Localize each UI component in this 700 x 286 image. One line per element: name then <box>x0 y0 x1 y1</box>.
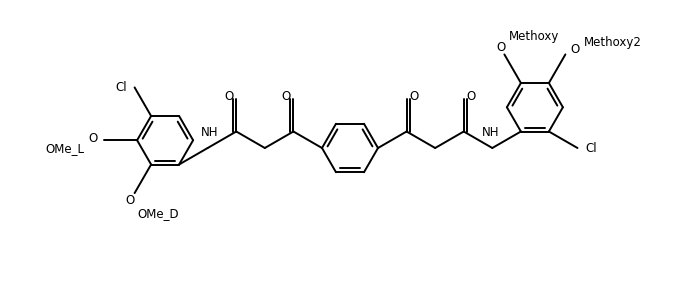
Text: Methoxy2: Methoxy2 <box>583 36 641 49</box>
Text: O: O <box>409 90 418 103</box>
Text: O: O <box>225 90 234 103</box>
Text: O: O <box>497 41 506 54</box>
Text: OMe_D: OMe_D <box>138 206 179 220</box>
Text: NH: NH <box>201 126 218 139</box>
Text: O: O <box>125 194 134 206</box>
Text: O: O <box>466 90 475 103</box>
Text: Cl: Cl <box>115 81 127 94</box>
Text: O: O <box>282 90 291 103</box>
Text: O: O <box>89 132 98 145</box>
Text: Cl: Cl <box>585 142 597 154</box>
Text: Methoxy: Methoxy <box>508 30 559 43</box>
Text: NH: NH <box>482 126 499 139</box>
Text: OMe_L: OMe_L <box>45 142 84 155</box>
Text: O: O <box>570 43 580 56</box>
